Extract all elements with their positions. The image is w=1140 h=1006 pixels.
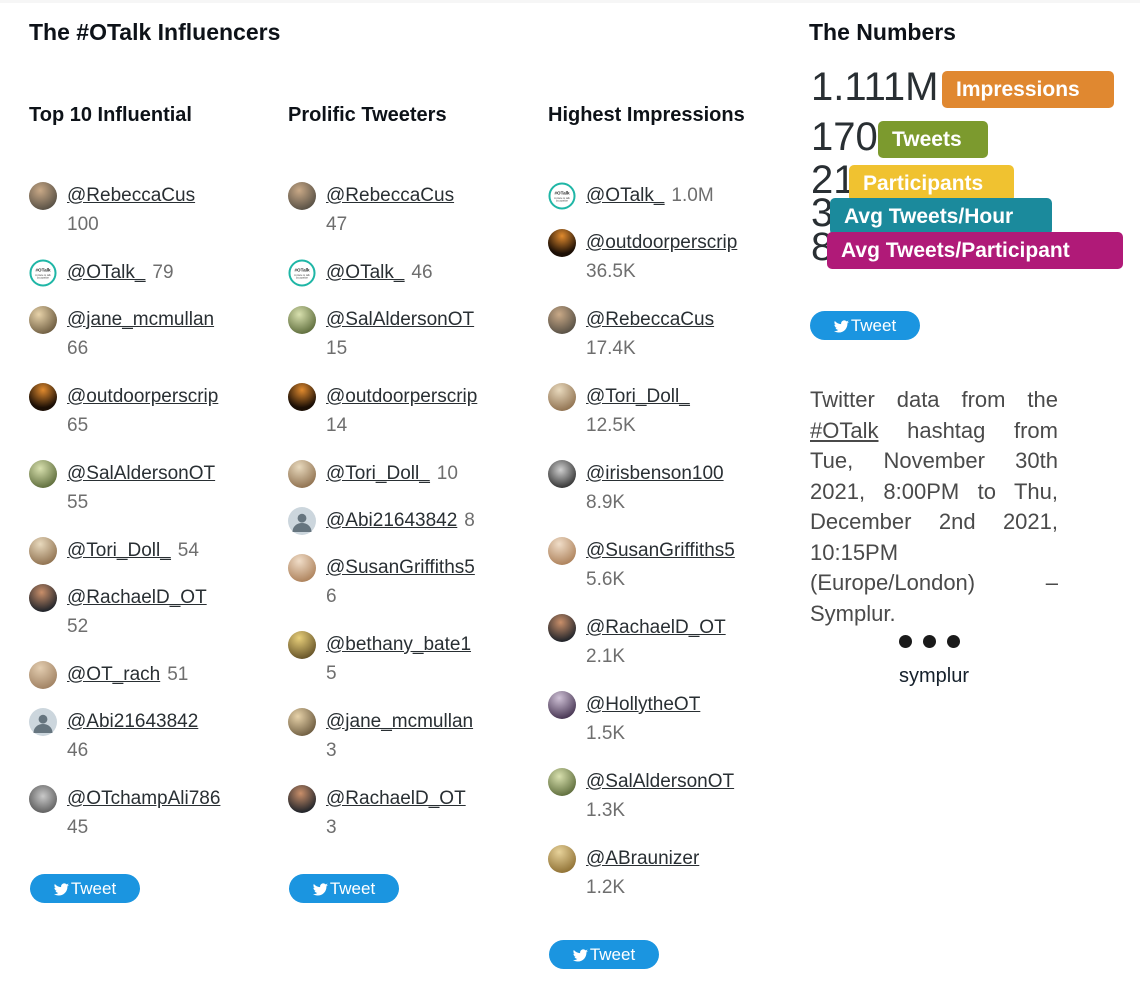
svg-text:#OTalk: #OTalk xyxy=(294,268,310,273)
svg-text:#OTalk: #OTalk xyxy=(35,268,51,273)
svg-text:occupation: occupation xyxy=(296,276,309,279)
svg-text:occupation: occupation xyxy=(37,276,50,279)
svg-text:#OTalk: #OTalk xyxy=(554,191,570,196)
svg-text:occupation: occupation xyxy=(556,199,569,202)
